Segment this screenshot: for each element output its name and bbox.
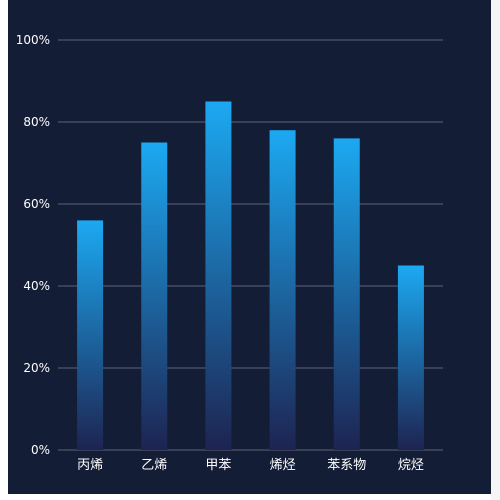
x-tick-label: 烷烃	[398, 458, 424, 473]
x-tick-label: 烯烃	[270, 458, 296, 473]
y-axis-ticks: 0% 20% 40% 60% 80% 100%	[16, 33, 50, 457]
x-axis-ticks: 丙烯 乙烯 甲苯 烯烃 苯系物 烷烃	[77, 458, 424, 473]
bar-1	[77, 220, 104, 450]
x-tick-label: 丙烯	[77, 458, 103, 473]
x-tick-label: 苯系物	[327, 458, 366, 473]
grid-lines	[58, 39, 443, 451]
y-tick-label: 80%	[23, 115, 50, 129]
x-tick-label: 乙烯	[141, 458, 167, 473]
bottom-margin	[8, 494, 491, 500]
scrollbar-track	[491, 0, 500, 500]
bar-3	[205, 101, 232, 450]
bar-6	[397, 265, 424, 450]
bar-4	[269, 130, 296, 450]
y-tick-label: 40%	[23, 279, 50, 293]
y-tick-label: 0%	[31, 443, 50, 457]
y-tick-label: 100%	[16, 33, 50, 47]
bar-5	[333, 138, 360, 450]
bar-2	[141, 142, 168, 450]
bars	[77, 101, 424, 450]
y-tick-label: 20%	[23, 361, 50, 375]
x-tick-label: 甲苯	[205, 458, 231, 473]
y-tick-label: 60%	[23, 197, 50, 211]
